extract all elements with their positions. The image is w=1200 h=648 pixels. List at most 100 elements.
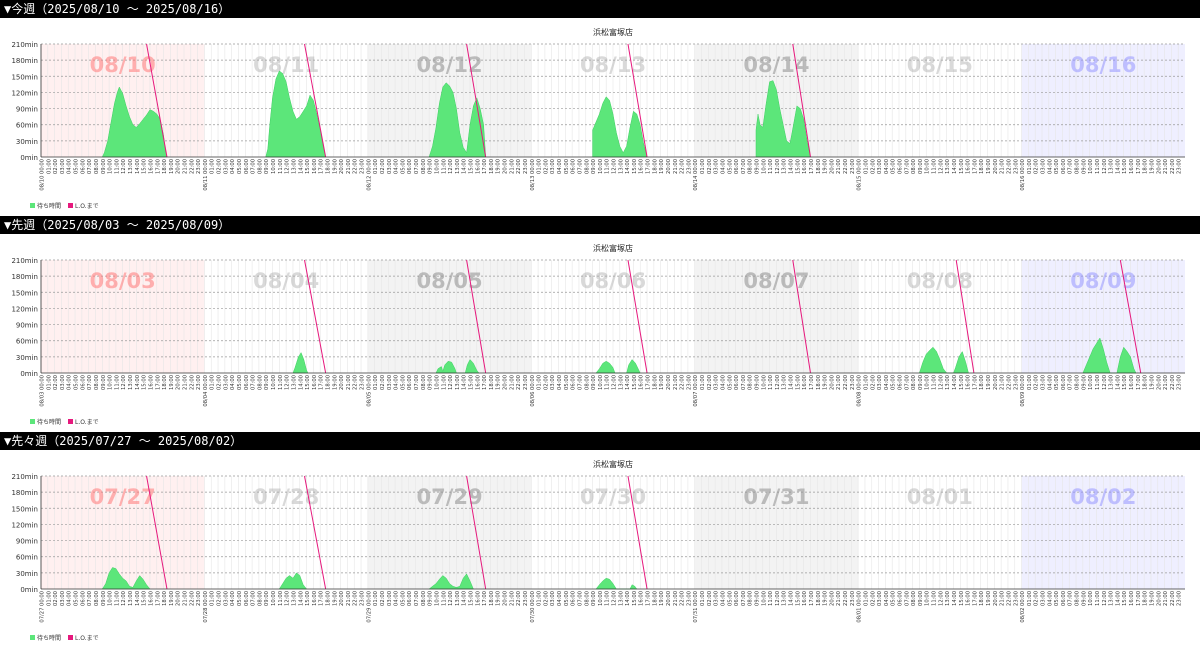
legend-swatch-wait [30, 635, 35, 640]
x-tick-label: 02:00 [870, 159, 876, 174]
x-tick-label: 04:00 [230, 375, 236, 390]
x-tick-label: 10:00 [271, 375, 277, 390]
x-tick-label: 01:00 [537, 591, 543, 606]
x-tick-label: 22:00 [1170, 591, 1176, 606]
x-tick-label: 04:00 [1047, 591, 1053, 606]
x-tick-label: 01:00 [863, 591, 869, 606]
x-tick-label: 06:00 [571, 159, 577, 174]
x-tick-label: 23:00 [850, 159, 856, 174]
x-tick-label: 03:00 [60, 591, 66, 606]
x-tick-label: 14:00 [789, 375, 795, 390]
x-tick-label: 04:00 [230, 159, 236, 174]
x-tick-label: 21:00 [836, 591, 842, 606]
x-tick-label: 06:00 [898, 375, 904, 390]
x-tick-label: 03:00 [1041, 375, 1047, 390]
x-tick-label: 18:00 [1143, 375, 1149, 390]
x-tick-label: 23:00 [196, 159, 202, 174]
x-tick-label: 08:00 [584, 591, 590, 606]
x-tick-label: 20:00 [829, 591, 835, 606]
x-tick-label: 15:00 [142, 375, 148, 390]
x-tick-label: 03:00 [714, 159, 720, 174]
day-watermark-label: 08/08 [907, 269, 973, 293]
lo-line [792, 43, 811, 158]
x-tick-label: 21:00 [1163, 159, 1169, 174]
wait-time-chart: 0min 30min 60min 90min 120min 150min 180min 210… [11, 27, 1185, 210]
chart-title: 浜松富塚店 [593, 243, 633, 253]
day-watermark-label: 08/13 [580, 53, 646, 77]
x-tick-label: 14:00 [462, 375, 468, 390]
x-tick-label: 21:00 [673, 159, 679, 174]
x-tick-label: 05:00 [727, 375, 733, 390]
x-tick-label: 08:00 [748, 591, 754, 606]
x-tick-label: 22:00 [680, 159, 686, 174]
y-tick-label: 180min [11, 489, 38, 497]
x-tick-label: 19:00 [823, 591, 829, 606]
x-tick-label: 12:00 [612, 591, 618, 606]
x-tick-label: 01:00 [46, 375, 52, 390]
x-tick-label: 04:00 [884, 591, 890, 606]
wait-time-area [919, 346, 969, 374]
x-tick-label: 03:00 [714, 591, 720, 606]
y-tick-label: 30min [16, 138, 38, 146]
x-tick-label: 17:00 [809, 375, 815, 390]
x-tick-label: 05:00 [564, 375, 570, 390]
x-tick-label: 09:00 [755, 591, 761, 606]
x-tick-label: 16:00 [148, 591, 154, 606]
x-tick-label: 12:00 [121, 375, 127, 390]
y-tick-label: 60min [16, 554, 38, 562]
x-tick-label: 19:00 [986, 375, 992, 390]
x-tick-label: 14:00 [298, 159, 304, 174]
x-tick-label: 08:00 [94, 591, 100, 606]
x-tick-label: 09:00 [428, 375, 434, 390]
x-tick-label: 08/08 00:00 [857, 375, 863, 407]
x-tick-label: 13:00 [128, 375, 134, 390]
x-tick-label: 08/04 00:00 [203, 375, 209, 407]
x-tick-label: 22:00 [189, 375, 195, 390]
x-tick-label: 15:00 [305, 591, 311, 606]
x-tick-label: 06:00 [1061, 591, 1067, 606]
x-tick-label: 19:00 [823, 375, 829, 390]
x-tick-label: 13:00 [455, 159, 461, 174]
x-tick-label: 12:00 [938, 375, 944, 390]
x-tick-label: 05:00 [74, 375, 80, 390]
x-tick-label: 23:00 [196, 591, 202, 606]
x-tick-label: 19:00 [986, 591, 992, 606]
x-tick-label: 09:00 [428, 159, 434, 174]
x-tick-label: 09:00 [101, 375, 107, 390]
x-tick-label: 16:00 [312, 375, 318, 390]
x-tick-label: 12:00 [448, 591, 454, 606]
x-tick-label: 20:00 [176, 591, 182, 606]
x-tick-label: 08:00 [584, 375, 590, 390]
x-tick-label: 06:00 [80, 591, 86, 606]
x-tick-label: 08:00 [421, 159, 427, 174]
x-tick-label: 23:00 [523, 159, 529, 174]
x-tick-label: 21:00 [836, 159, 842, 174]
x-tick-label: 08/06 00:00 [530, 375, 536, 407]
x-tick-label: 16:00 [312, 591, 318, 606]
x-tick-label: 23:00 [360, 375, 366, 390]
x-tick-label: 08:00 [748, 375, 754, 390]
x-tick-label: 16:00 [148, 159, 154, 174]
x-tick-label: 03:00 [550, 375, 556, 390]
x-tick-label: 07:00 [741, 375, 747, 390]
x-tick-label: 14:00 [789, 591, 795, 606]
x-tick-label: 17:00 [482, 375, 488, 390]
x-tick-label: 22:00 [189, 591, 195, 606]
x-tick-label: 22:00 [516, 591, 522, 606]
x-tick-label: 07/31 00:00 [693, 591, 699, 623]
x-tick-label: 19:00 [496, 591, 502, 606]
x-tick-label: 09:00 [591, 375, 597, 390]
x-tick-label: 21:00 [509, 375, 515, 390]
x-tick-label: 11:00 [605, 591, 611, 606]
x-tick-label: 14:00 [135, 375, 141, 390]
x-tick-label: 17:00 [155, 375, 161, 390]
x-tick-label: 13:00 [1109, 591, 1115, 606]
x-tick-label: 22:00 [1006, 591, 1012, 606]
x-tick-label: 18:00 [326, 159, 332, 174]
x-tick-label: 04:00 [230, 591, 236, 606]
x-tick-label: 06:00 [734, 375, 740, 390]
x-tick-label: 09:00 [591, 159, 597, 174]
x-tick-label: 15:00 [1122, 159, 1128, 174]
x-tick-label: 03:00 [877, 591, 883, 606]
x-tick-label: 20:00 [503, 591, 509, 606]
